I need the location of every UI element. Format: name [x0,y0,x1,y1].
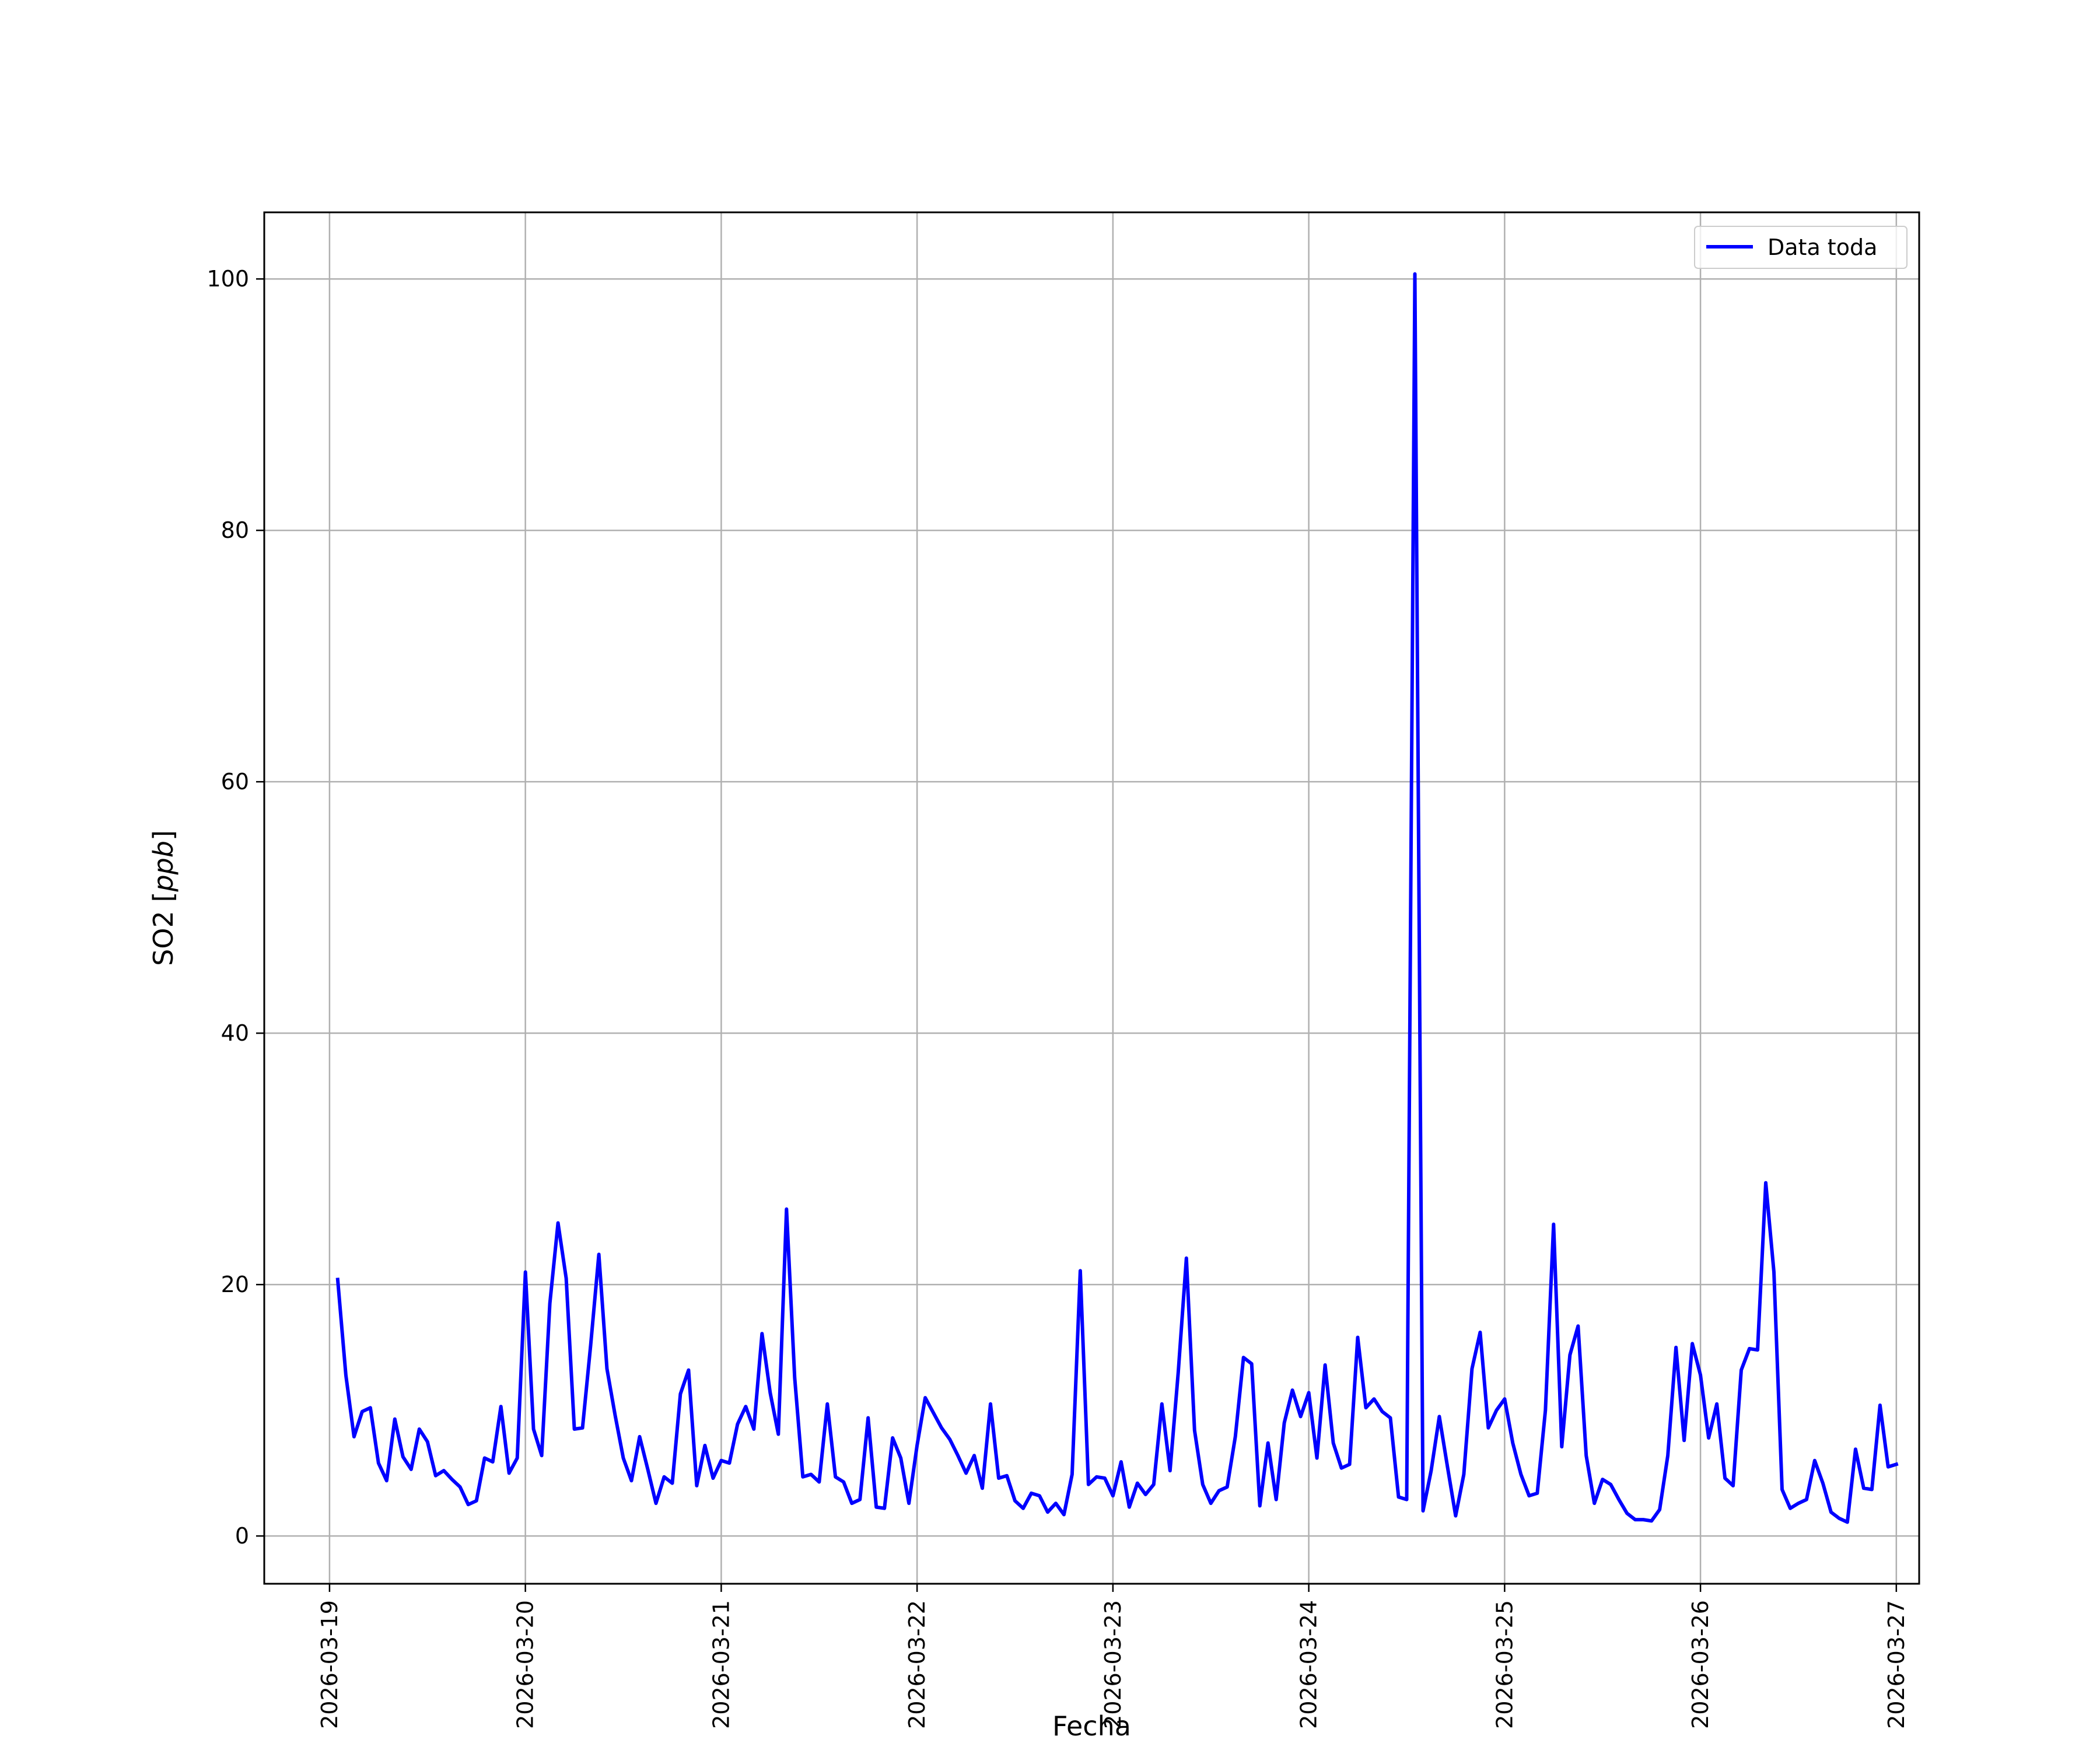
y-tick-label: 60 [221,769,249,794]
legend-box [1694,226,1908,269]
y-tick-label: 0 [235,1523,249,1549]
y-tick-label: 20 [221,1272,249,1297]
axis-ticks [256,278,1898,1592]
x-tick-label: 2026-03-24 [1296,1600,1322,1729]
y-tick-label: 40 [221,1020,249,1046]
series-line-data-toda [335,272,1899,1524]
x-axis-label: Fecha [1052,1710,1131,1742]
x-tick-label: 2026-03-23 [1100,1600,1126,1729]
x-tick-label: 2026-03-26 [1688,1600,1713,1729]
x-tick-label: 2026-03-25 [1492,1600,1517,1729]
y-axis-label-close-bracket: ] [148,830,179,841]
x-tick-label: 2026-03-22 [904,1600,930,1729]
x-tick-label: 2026-03-20 [513,1600,538,1729]
y-tick-label: 80 [221,517,249,543]
legend-label: Data toda [1768,235,1877,260]
grid [264,212,1919,1584]
series-layer [335,272,1899,1524]
y-axis-label-open-bracket: [ [148,892,179,911]
plot-area-frame [263,211,1920,1585]
y-axis-label: SO2 [ppb] [148,830,179,966]
x-tick-label: 2026-03-21 [708,1600,734,1729]
x-tick-label: 2026-03-27 [1884,1600,1909,1729]
y-axis-label-main: SO2 [148,911,179,966]
y-axis-label-unit: ppb [148,841,179,892]
legend: Data toda [1694,226,1908,269]
tick-labels: 2026-03-19 2026-03-20 2026-03-21 2026-03-22… [206,266,1909,1729]
y-tick-label: 100 [206,266,249,292]
x-tick-label: 2026-03-19 [317,1600,342,1729]
